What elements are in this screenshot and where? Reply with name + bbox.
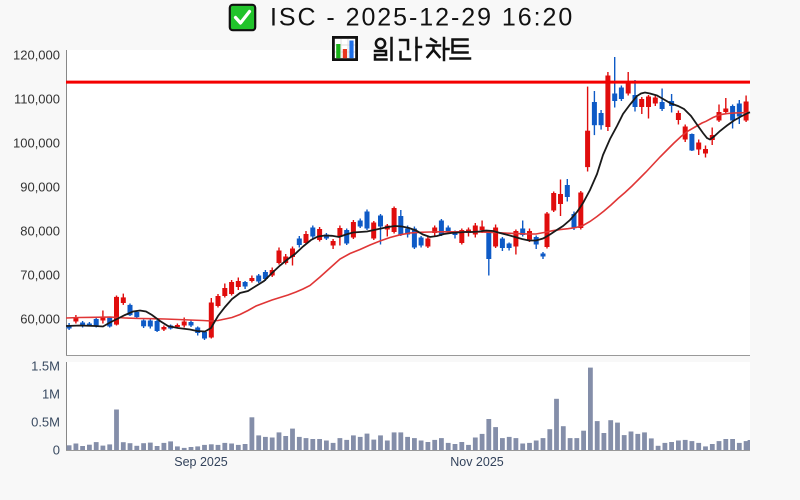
svg-text:1.5M: 1.5M: [31, 359, 60, 374]
svg-text:1M: 1M: [42, 387, 60, 402]
svg-text:80,000: 80,000: [20, 224, 60, 239]
svg-text:120,000: 120,000: [13, 48, 60, 63]
svg-text:0.5M: 0.5M: [31, 415, 60, 430]
svg-text:0: 0: [53, 443, 60, 458]
svg-text:110,000: 110,000: [14, 92, 60, 107]
svg-text:90,000: 90,000: [20, 180, 60, 195]
svg-text:70,000: 70,000: [20, 268, 60, 283]
svg-text:100,000: 100,000: [13, 136, 60, 151]
svg-text:ISC - 2025-12-29 16:20: ISC - 2025-12-29 16:20: [270, 4, 574, 32]
svg-text:Sep 2025: Sep 2025: [174, 455, 228, 469]
svg-text:60,000: 60,000: [20, 312, 60, 327]
svg-text:Nov 2025: Nov 2025: [450, 455, 504, 469]
